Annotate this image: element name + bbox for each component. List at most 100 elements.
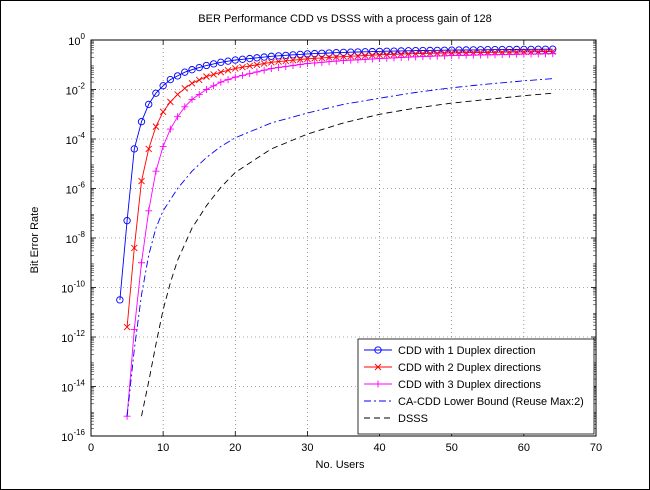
data-point [282,62,290,70]
data-point [448,52,456,60]
data-point [527,50,535,58]
data-point [123,217,131,225]
data-point [239,71,246,79]
data-point [311,59,319,67]
data-point [246,70,254,78]
data-point [130,145,138,153]
data-point [217,68,225,76]
data-point [231,65,239,72]
data-point [253,54,261,62]
y-tick-label: 10-16 [61,428,85,444]
data-point [433,52,441,60]
legend-label: CDD with 3 Duplex directions [398,379,542,391]
data-point [296,61,304,69]
y-tick-label: 10-4 [66,131,86,147]
data-point [239,63,246,71]
data-point [195,63,203,72]
data-point [217,78,225,86]
data-point [289,56,297,64]
data-point [390,54,398,62]
data-point [152,123,160,130]
grid [91,40,596,436]
data-point [260,53,268,61]
legend-marker [374,346,382,354]
data-point [195,90,203,98]
x-tick-label: 40 [373,442,385,454]
data-point [361,55,369,63]
x-tick-label: 60 [518,442,530,454]
y-tick-label: 10-14 [61,379,85,395]
x-tick-label: 30 [301,442,313,454]
data-point [267,64,275,72]
legend-marker [374,380,382,388]
chart-title: BER Performance CDD vs DSSS with a proce… [198,13,491,25]
data-point [534,50,542,58]
data-point [274,52,283,60]
data-point [542,50,549,58]
data-point [369,51,376,59]
data-point [303,50,312,58]
data-point [484,51,492,59]
data-point [426,52,434,60]
data-point [310,49,319,58]
legend-entry: CDD with 3 Duplex directions [364,379,542,391]
y-tick-label: 10-6 [66,181,86,197]
data-point [296,50,304,59]
legend-entry: CDD with 1 Duplex direction [364,345,536,357]
data-point [491,51,499,59]
data-point [354,48,362,56]
data-point [289,51,297,59]
data-point [340,57,347,65]
data-point [260,66,268,74]
data-point [152,167,160,175]
data-point [505,50,513,58]
data-point [138,259,145,267]
data-point [311,55,318,62]
data-point [289,61,297,69]
data-point [513,50,521,58]
legend-box [357,338,595,435]
data-point [166,75,175,84]
data-point [361,52,369,59]
data-point [332,57,340,65]
data-point [455,51,463,59]
data-point [477,51,485,59]
data-point [325,54,333,61]
data-point [188,95,196,103]
series-cdd-with-3-duplex-directions [123,50,557,420]
legend-label: CDD with 2 Duplex directions [398,362,542,374]
data-point [549,50,557,58]
data-point [210,71,217,78]
data-point [202,61,211,70]
x-tick-label: 50 [446,442,458,454]
data-point [267,52,276,60]
data-point [181,103,189,111]
data-point [188,79,196,87]
data-point [224,57,232,65]
data-point [123,323,131,331]
data-point [462,51,470,59]
data-point [347,48,355,56]
data-point [253,61,261,69]
legend-label: CA-CDD Lower Bound (Reuse Max:2) [398,396,584,408]
data-point [246,62,254,70]
data-point [304,55,311,63]
data-point [469,51,477,59]
data-point [246,54,254,63]
data-point [325,49,333,57]
data-point [275,58,282,65]
data-point [181,68,189,76]
legend: CDD with 1 Duplex direction CDD with 2 Du… [357,338,595,435]
data-point [138,177,145,185]
data-point [253,68,261,76]
data-point [376,51,383,59]
x-tick-label: 0 [88,442,94,454]
data-point [332,53,340,61]
data-point [412,53,420,61]
data-point [303,60,311,68]
data-point [354,56,362,64]
x-axis-label: No. Users [316,459,365,471]
x-tick-label: 70 [590,442,602,454]
data-point [137,118,146,126]
data-point [318,54,326,62]
